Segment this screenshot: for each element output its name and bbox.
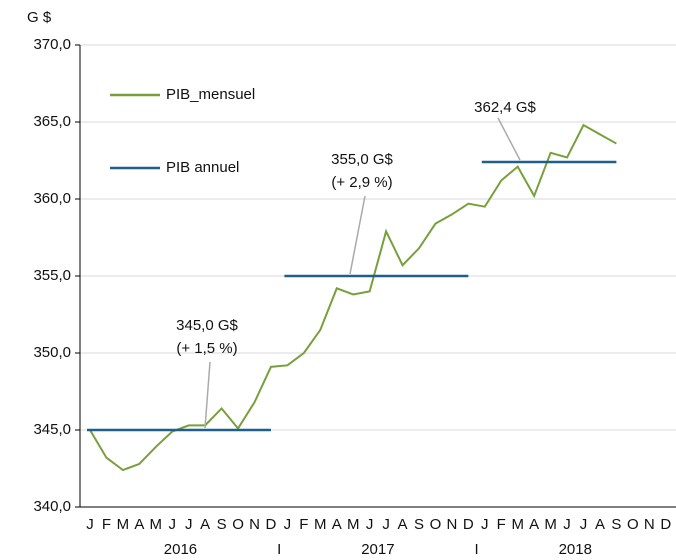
x-tick-label: M [150, 516, 163, 533]
x-tick-label: M [511, 516, 524, 533]
year-label: 2016 [164, 541, 197, 558]
x-tick-label: M [347, 516, 360, 533]
x-tick-label: J [185, 516, 193, 533]
leader-line [204, 361, 211, 429]
y-tick-label: 370,0 [33, 36, 71, 53]
year-separator: I [277, 541, 281, 558]
x-tick-label: N [446, 516, 457, 533]
x-tick-label: S [611, 516, 621, 533]
x-tick-label: O [430, 516, 442, 533]
x-tick-label: N [249, 516, 260, 533]
x-tick-label: A [332, 516, 342, 533]
x-tick-label: A [595, 516, 605, 533]
y-tick-label: 365,0 [33, 113, 71, 130]
x-tick-label: J [563, 516, 571, 533]
x-tick-label: O [627, 516, 639, 533]
annotation-value: 355,0 G$ [331, 151, 393, 168]
x-tick-label: J [169, 516, 177, 533]
x-tick-label: A [529, 516, 539, 533]
year-separator: I [474, 541, 478, 558]
y-tick-label: 340,0 [33, 498, 71, 515]
year-label: 2017 [361, 541, 394, 558]
x-tick-label: O [232, 516, 244, 533]
x-tick-label: J [366, 516, 374, 533]
x-tick-label: S [217, 516, 227, 533]
x-tick-label: M [314, 516, 327, 533]
annotation-growth: (+ 1,5 %) [176, 340, 237, 357]
y-axis-label: G $ [27, 9, 52, 26]
x-tick-label: F [497, 516, 506, 533]
x-tick-label: J [580, 516, 588, 533]
annotation-value: 345,0 G$ [176, 317, 238, 334]
x-tick-label: N [644, 516, 655, 533]
x-tick-label: S [414, 516, 424, 533]
y-tick-label: 360,0 [33, 190, 71, 207]
x-tick-label: A [398, 516, 408, 533]
x-tick-label: A [134, 516, 144, 533]
x-tick-label: J [86, 516, 94, 533]
x-tick-label: J [382, 516, 390, 533]
x-tick-label: D [266, 516, 277, 533]
y-tick-label: 355,0 [33, 267, 71, 284]
x-tick-label: F [102, 516, 111, 533]
annotation-growth: (+ 2,9 %) [331, 174, 392, 191]
x-tick-label: F [299, 516, 308, 533]
leader-line [349, 195, 366, 275]
y-tick-label: 350,0 [33, 344, 71, 361]
x-tick-label: J [481, 516, 489, 533]
x-tick-label: J [284, 516, 292, 533]
x-tick-label: A [200, 516, 210, 533]
x-tick-label: D [660, 516, 671, 533]
x-tick-label: M [117, 516, 130, 533]
legend-label: PIB_mensuel [166, 86, 255, 103]
year-label: 2018 [559, 541, 592, 558]
annotation-value: 362,4 G$ [474, 99, 536, 116]
x-tick-label: D [463, 516, 474, 533]
leader-line [497, 117, 521, 161]
legend-label: PIB annuel [166, 159, 239, 176]
y-tick-label: 345,0 [33, 421, 71, 438]
x-tick-label: M [544, 516, 557, 533]
